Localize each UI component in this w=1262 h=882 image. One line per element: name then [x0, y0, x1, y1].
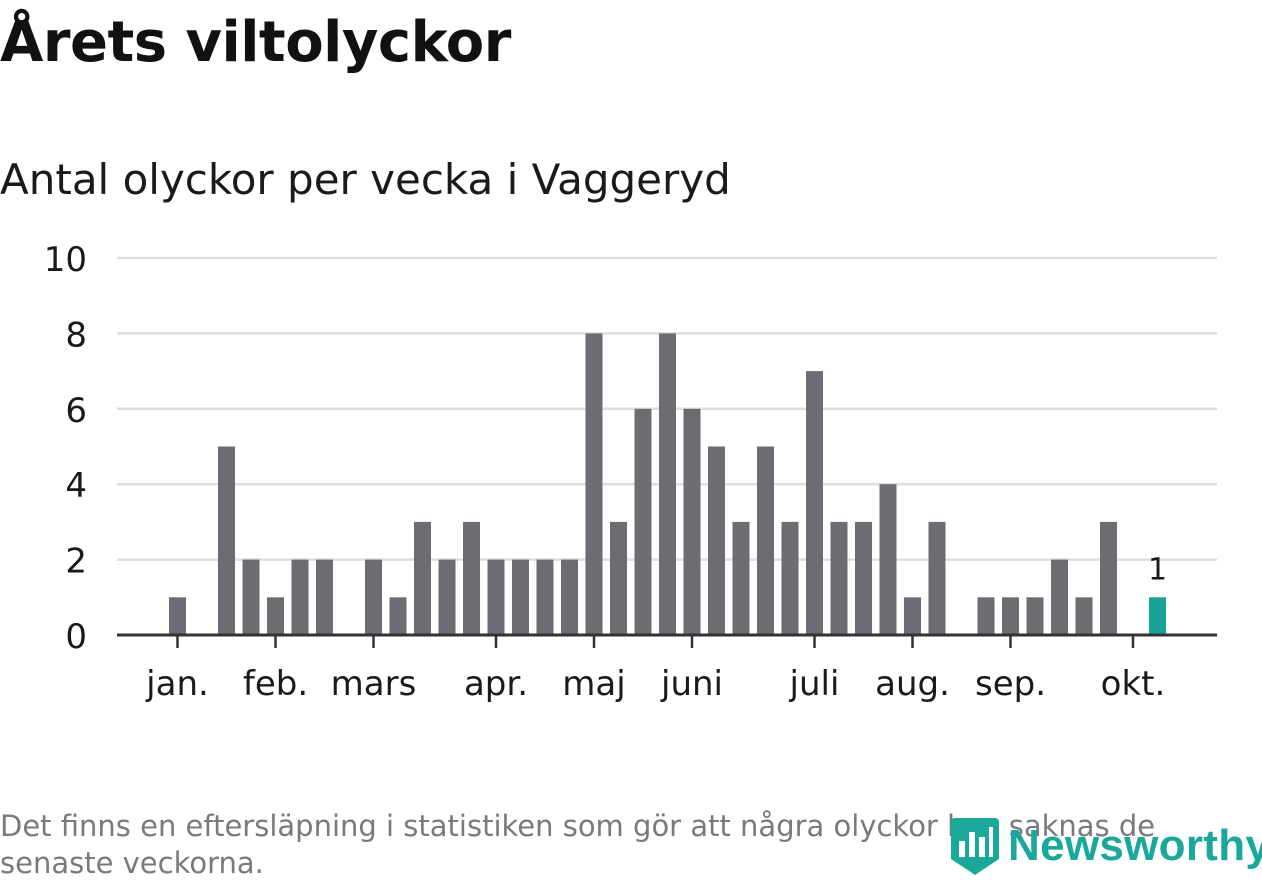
bar [830, 521, 848, 635]
bar [610, 521, 627, 635]
bar [757, 446, 774, 635]
bar [806, 371, 823, 635]
bar [1051, 559, 1068, 635]
bar [414, 521, 431, 635]
bar [512, 559, 529, 635]
x-tick-label: jan. [145, 664, 209, 704]
y-tick-label: 6 [65, 391, 87, 431]
bar [218, 446, 235, 635]
newsworthy-logo: Newsworthy [950, 814, 1262, 878]
bar [267, 597, 284, 635]
bar [169, 597, 186, 635]
x-tick-label: okt. [1101, 664, 1166, 704]
x-tick-label: apr. [464, 664, 528, 704]
x-tick-label: sep. [975, 664, 1046, 704]
y-tick-label: 8 [65, 315, 87, 355]
gridlines [117, 256, 1217, 561]
bar [561, 559, 578, 635]
bar [536, 559, 554, 635]
bar [732, 521, 750, 635]
bar [659, 333, 676, 635]
x-tick-label: aug. [875, 664, 950, 704]
bar [904, 597, 921, 635]
x-tick-label: feb. [243, 664, 308, 704]
y-tick-label: 10 [44, 240, 87, 280]
bar [708, 446, 725, 635]
x-tick-label: mars [331, 664, 417, 704]
bar [389, 597, 407, 635]
chart-subtitle: Antal olyckor per vecka i Vaggeryd [0, 155, 731, 204]
bar [316, 559, 333, 635]
y-tick-label: 4 [65, 466, 87, 506]
bar [463, 521, 480, 635]
bar [365, 559, 382, 635]
x-tick-label: juni [660, 664, 723, 704]
bar [242, 559, 260, 635]
bar [1002, 597, 1019, 635]
data-label: 1 [1148, 552, 1167, 587]
bar [928, 521, 946, 635]
bar [781, 521, 799, 635]
newsworthy-logo-text: Newsworthy [1008, 821, 1262, 870]
y-tick-label: 2 [65, 542, 87, 582]
bar [634, 408, 652, 635]
x-tick-label: maj [562, 664, 625, 704]
bar [487, 559, 505, 635]
bar [1026, 597, 1044, 635]
bar [855, 521, 872, 635]
labels: 0 2 4 6 8 10 1 jan. feb. mars apr. maj juni juli aug. s… [44, 240, 1167, 704]
bar [1075, 597, 1093, 635]
bar [438, 559, 456, 635]
bar [879, 484, 897, 635]
bar [1100, 521, 1117, 635]
y-tick-label: 0 [65, 617, 87, 657]
newsworthy-logo-icon [951, 818, 999, 875]
axes [117, 633, 1217, 648]
bar [291, 559, 309, 635]
highlight-bar [1149, 597, 1166, 635]
bar [977, 597, 995, 635]
chart-title: Årets viltolyckor [0, 10, 511, 75]
x-tick-label: juli [789, 664, 840, 704]
bars [169, 333, 1166, 635]
bar [683, 408, 701, 635]
bar [585, 333, 603, 635]
